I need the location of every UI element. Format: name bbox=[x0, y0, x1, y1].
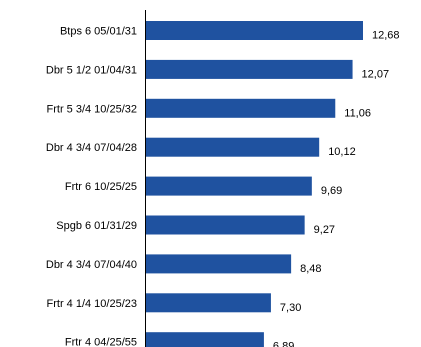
category-tick-label: Frtr 5 3/4 10/25/32 bbox=[47, 103, 138, 115]
category-tick-label: Btps 6 05/01/31 bbox=[60, 26, 137, 38]
bar bbox=[146, 59, 353, 79]
bar bbox=[146, 254, 292, 274]
category-tick-label: Frtr 6 10/25/25 bbox=[65, 181, 137, 193]
bar bbox=[146, 215, 305, 235]
bar bbox=[146, 332, 264, 347]
category-tick-label: Frtr 4 04/25/55 bbox=[65, 337, 137, 347]
value-data-label: 6,89 bbox=[273, 341, 294, 347]
value-data-label: 12,68 bbox=[372, 30, 400, 42]
value-data-label: 12,07 bbox=[362, 68, 390, 80]
value-data-label: 9,27 bbox=[314, 224, 335, 236]
category-tick-label: Dbr 4 3/4 07/04/40 bbox=[46, 259, 137, 271]
category-tick-label: Dbr 5 1/2 01/04/31 bbox=[46, 64, 137, 76]
bar bbox=[146, 21, 363, 40]
bar bbox=[146, 98, 336, 118]
value-labels: 12,68 12,07 11,06 10,12 9,69 9,27 8,48 7,30 6,89 bbox=[273, 30, 400, 347]
category-tick-label: Frtr 4 1/4 10/25/23 bbox=[47, 298, 138, 310]
category-tick-label: Spgb 6 01/31/29 bbox=[56, 220, 137, 232]
category-labels: Btps 6 05/01/31 Dbr 5 1/2 01/04/31 Frtr 5 … bbox=[46, 26, 137, 347]
bar bbox=[146, 293, 271, 313]
category-tick-label: Dbr 4 3/4 07/04/28 bbox=[46, 142, 137, 154]
bar bbox=[146, 137, 320, 157]
value-data-label: 11,06 bbox=[344, 107, 371, 119]
bar bbox=[146, 176, 312, 196]
bars-layer bbox=[146, 21, 363, 347]
value-data-label: 8,48 bbox=[300, 263, 321, 275]
value-data-label: 7,30 bbox=[280, 302, 301, 314]
value-data-label: 10,12 bbox=[328, 146, 356, 158]
value-data-label: 9,69 bbox=[321, 185, 342, 197]
